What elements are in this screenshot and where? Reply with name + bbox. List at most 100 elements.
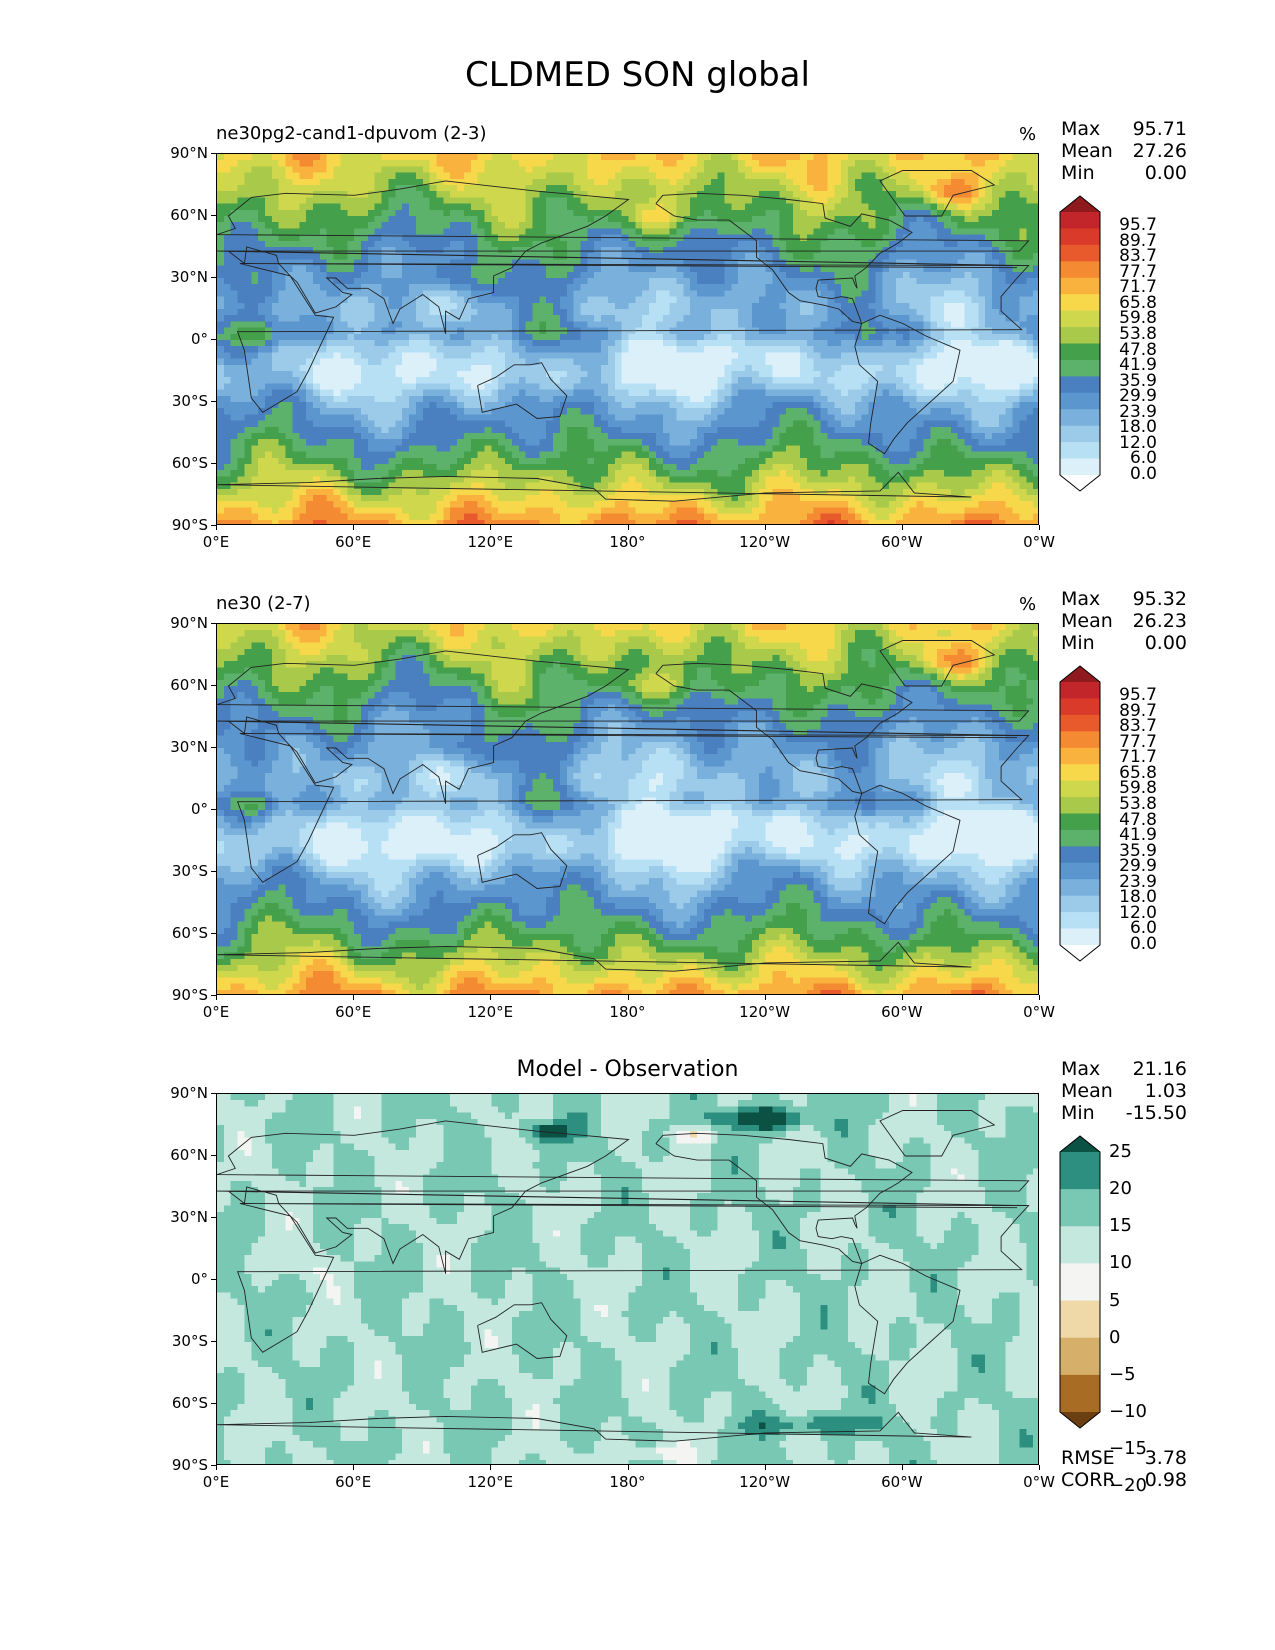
heatmap-cell [374,395,383,403]
heatmap-cell [217,284,225,291]
heatmap-cell [477,321,486,329]
heatmap-cell [415,172,424,180]
heatmap-cell [265,240,273,248]
heatmap-cell [505,321,513,329]
heatmap-cell [676,284,684,291]
heatmap-cell [518,209,527,217]
heatmap-cell [436,228,444,236]
heatmap-cell [813,321,822,329]
heatmap-cell [772,340,780,347]
heatmap-cell [450,247,458,254]
heatmap-cell [861,265,870,273]
heatmap-cell [758,309,767,316]
heatmap-cell [573,364,582,372]
heatmap-cell [738,247,746,254]
heatmap-cell [614,154,623,161]
heatmap-cell [429,154,438,161]
heatmap-cell [799,222,808,229]
heatmap-cell [319,315,328,322]
heatmap-cell [1026,216,1034,223]
heatmap-cell [319,302,328,310]
heatmap-cell [731,340,739,347]
heatmap-cell [834,364,842,372]
heatmap-cell [820,240,828,248]
heatmap-cell [313,209,321,217]
heatmap-cell [717,197,726,205]
heatmap-cell [841,278,849,285]
heatmap-cell [676,364,684,372]
heatmap-cell [786,309,794,316]
heatmap-cell [758,333,767,341]
heatmap-cell [559,284,568,291]
heatmap-cell [539,228,547,236]
heatmap-cell [546,216,554,223]
heatmap-cell [985,321,993,329]
heatmap-cell [347,228,355,236]
heatmap-cell [292,271,300,279]
heatmap-cell [676,302,684,310]
heatmap-cell [607,253,616,260]
heatmap-cell [697,395,705,403]
heatmap-cell [381,271,390,279]
heatmap-cell [847,154,856,161]
heatmap-cell [875,160,883,167]
heatmap-cell [587,191,595,198]
heatmap-cell [402,389,410,397]
heatmap-cell [635,185,643,192]
heatmap-cell [498,377,506,384]
heatmap-cell [258,247,266,254]
heatmap-cell [415,197,424,205]
heatmap-cell [724,216,732,223]
heatmap-cell [841,290,849,298]
heatmap-cell [889,278,897,285]
heatmap-cell [655,216,664,223]
heatmap-cell [669,389,678,397]
heatmap-cell [546,209,554,217]
heatmap-cell [765,371,774,378]
heatmap-cell [930,352,938,360]
heatmap-cell [347,278,355,285]
heatmap-cell [415,253,424,260]
heatmap-cell [265,222,273,229]
heatmap-cell [806,222,815,229]
heatmap-cell [985,290,993,298]
heatmap-cell [717,315,726,322]
heatmap-cell [559,178,568,186]
heatmap-cell [354,364,362,372]
heatmap-cell [251,352,259,360]
heatmap-cell [566,172,575,180]
heatmap-cell [1033,166,1038,174]
heatmap-cell [841,333,849,341]
heatmap-cell [361,253,369,260]
heatmap-cell [532,371,540,378]
heatmap-cell [758,377,767,384]
heatmap-cell [772,371,780,378]
heatmap-cell [834,154,842,161]
heatmap-cell [607,290,616,298]
heatmap-cell [491,253,499,260]
heatmap-cell [587,234,595,242]
heatmap-cell [285,166,294,174]
heatmap-cell [532,222,540,229]
figure-title: CLDMED SON global [0,55,1275,95]
heatmap-cell [436,395,444,403]
heatmap-cell [745,315,753,322]
heatmap-cell [703,166,712,174]
heatmap-cell [868,309,876,316]
heatmap-cell [326,290,335,298]
heatmap-cell [463,240,472,248]
heatmap-cell [525,290,534,298]
heatmap-cell [340,395,348,403]
heatmap-cell [1012,364,1021,372]
heatmap-cell [923,247,931,254]
heatmap-cell [991,352,1000,360]
heatmap-cell [313,216,321,223]
heatmap-cell [971,234,979,242]
heatmap-cell [717,383,726,391]
heatmap-cell [299,371,307,378]
heatmap-cell [450,358,458,366]
heatmap-cell [889,389,897,397]
heatmap-cell [395,172,403,180]
heatmap-cell [669,166,678,174]
heatmap-cell [827,228,835,236]
